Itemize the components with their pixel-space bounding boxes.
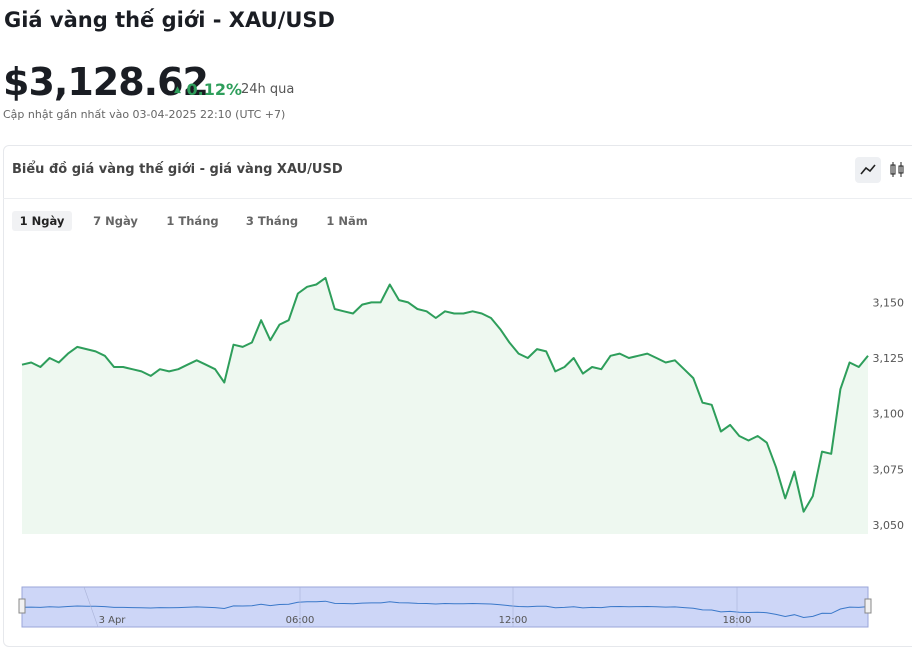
divider xyxy=(3,198,912,199)
navigator-label: 06:00 xyxy=(286,615,315,626)
change-period: 24h qua xyxy=(241,82,295,97)
y-tick-label: 3,100 xyxy=(873,408,905,421)
navigator-line xyxy=(21,600,869,619)
change-value: 0.12% xyxy=(186,80,243,99)
line-icon xyxy=(860,164,876,175)
navigator-tick xyxy=(83,586,99,628)
range-tab[interactable]: 1 Ngày xyxy=(12,211,72,231)
tabs: 1 Ngày 7 Ngày 1 Tháng 3 Tháng 1 Năm xyxy=(12,211,388,231)
range-tab[interactable]: 1 Tháng xyxy=(166,214,219,228)
card-title: Biểu đồ giá vàng thế giới - giá vàng XAU… xyxy=(12,162,343,177)
y-tick-label: 3,150 xyxy=(873,296,905,309)
navigator xyxy=(21,586,869,628)
navigator-label: 12:00 xyxy=(499,615,528,626)
page-title: Giá vàng thế giới - XAU/USD xyxy=(4,8,335,32)
candle-icon xyxy=(890,162,904,177)
navigator-label: 18:00 xyxy=(723,615,752,626)
y-tick-label: 3,075 xyxy=(873,463,905,476)
range-tab[interactable]: 7 Ngày xyxy=(93,214,138,228)
area xyxy=(22,277,868,534)
range-tab[interactable]: 3 Tháng xyxy=(245,214,299,228)
price-line xyxy=(21,276,869,513)
price: $3,128.62 xyxy=(3,60,209,104)
page: Giá vàng thế giới - XAU/USD $3,128.62 ▲ … xyxy=(3,8,912,647)
chart: 3,050 3,075 3,100 3,125 3,150 3 Apr 06:00 12:00… xyxy=(18,276,905,628)
line-chart-button[interactable] xyxy=(855,157,881,183)
navigator-label: 3 Apr xyxy=(99,615,127,626)
range-tab[interactable]: 1 Năm xyxy=(326,214,368,228)
candle-chart-button[interactable] xyxy=(885,157,911,183)
navigator-handle[interactable] xyxy=(18,598,26,614)
navigator-handle[interactable] xyxy=(864,598,872,614)
y-tick-label: 3,125 xyxy=(873,352,905,365)
updated: Cập nhật gần nhất vào 03-04-2025 22:10 (… xyxy=(3,108,286,121)
y-tick-label: 3,050 xyxy=(873,519,905,532)
change: ▲ 0.12% xyxy=(174,80,243,99)
